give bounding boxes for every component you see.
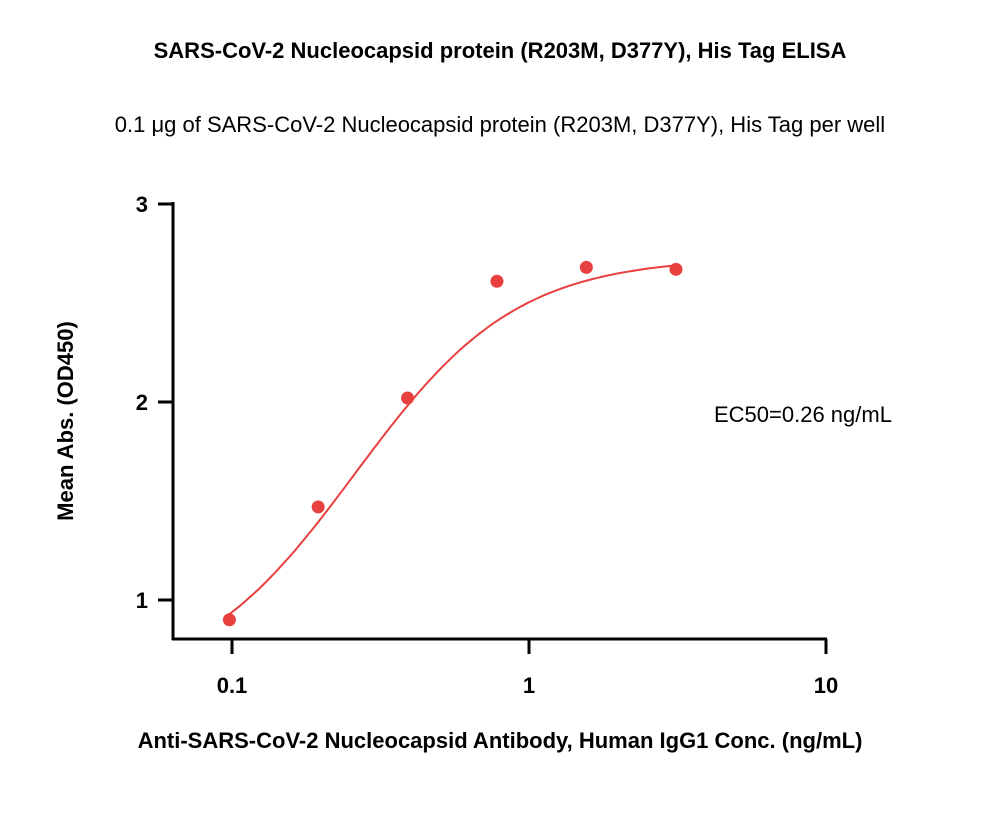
x-axis-title: Anti-SARS-CoV-2 Nucleocapsid Antibody, H…	[138, 728, 863, 753]
x-ticks: 0.1 1 10	[217, 639, 838, 698]
data-point	[490, 274, 504, 288]
ec50-annotation: EC50=0.26 ng/mL	[714, 402, 892, 427]
axes	[171, 202, 827, 641]
data-point	[311, 500, 325, 514]
chart-subtitle: 0.1 μg of SARS-CoV-2 Nucleocapsid protei…	[114, 112, 886, 137]
data-point	[579, 260, 593, 274]
y-axis-title: Mean Abs. (OD450)	[53, 321, 78, 521]
data-points	[222, 260, 683, 627]
y-tick-label: 3	[136, 192, 148, 217]
data-point	[669, 262, 683, 276]
x-tick-label: 1	[523, 673, 535, 698]
y-ticks: 1 2 3	[136, 192, 173, 613]
data-point	[222, 613, 236, 627]
chart-title: SARS-CoV-2 Nucleocapsid protein (R203M, …	[153, 38, 847, 63]
x-tick-label: 10	[814, 673, 838, 698]
x-tick-label: 0.1	[217, 673, 248, 698]
fit-curve	[228, 264, 677, 615]
y-tick-label: 1	[136, 588, 148, 613]
data-point	[401, 391, 415, 405]
y-tick-label: 2	[136, 390, 148, 415]
